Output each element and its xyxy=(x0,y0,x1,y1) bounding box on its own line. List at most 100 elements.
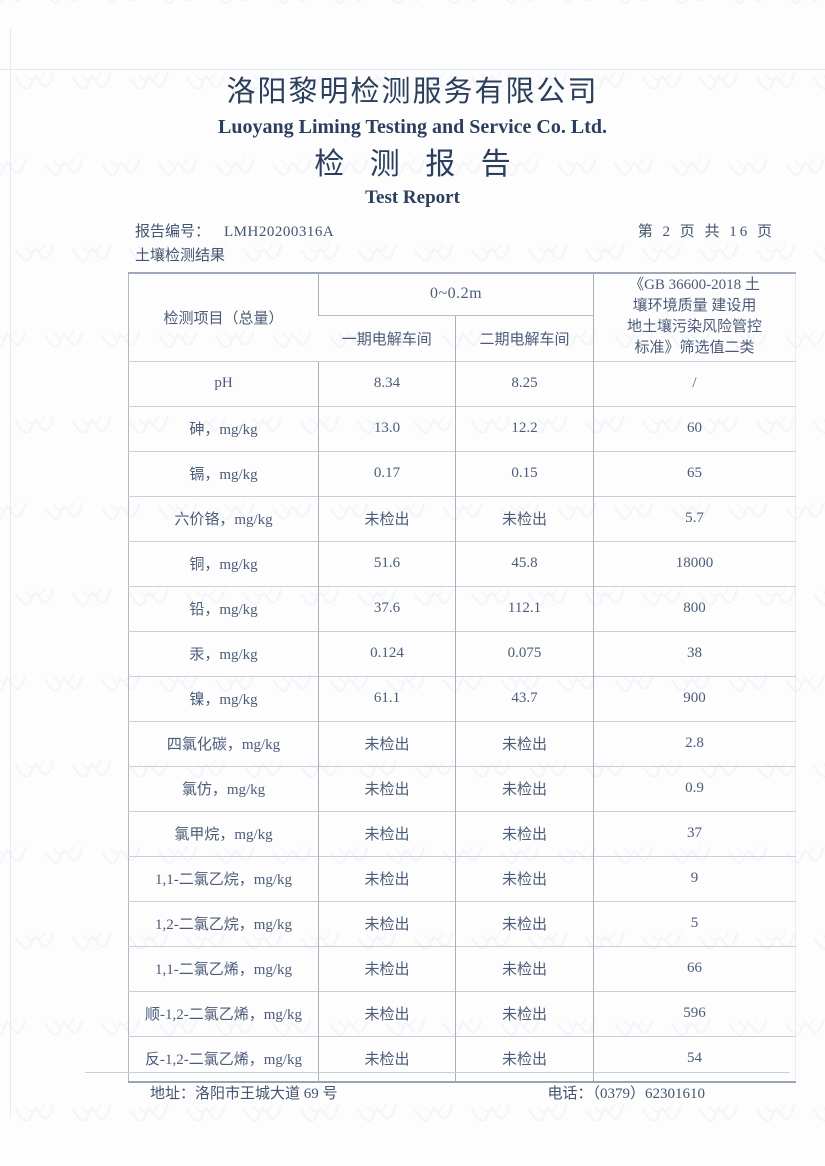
report-number-value: LMH20200316A xyxy=(224,223,335,240)
watermark-logo-icon xyxy=(41,1013,88,1048)
result-workshop-1: 未检出 xyxy=(318,900,456,947)
screening-limit: 65 xyxy=(593,450,796,497)
watermark-logo-icon xyxy=(696,1099,743,1134)
watermark-logo-icon xyxy=(41,325,88,360)
table-row: 1,1-二氯乙烯，mg/kg 未检出 未检出 66 xyxy=(128,945,796,992)
screening-limit: 37 xyxy=(593,810,796,857)
screening-limit: / xyxy=(593,360,796,407)
report-title-en: Test Report xyxy=(365,186,460,208)
table-row: 氯仿，mg/kg 未检出 未检出 0.9 xyxy=(128,765,796,812)
watermark-logo-icon xyxy=(468,1099,515,1134)
watermark-logo-icon xyxy=(582,1099,629,1134)
scan-edge-artifact-horizontal xyxy=(0,69,825,70)
watermark-logo-icon xyxy=(12,755,59,790)
screening-limit: 38 xyxy=(593,630,796,677)
watermark-logo-icon xyxy=(0,497,32,532)
table-row: 铅，mg/kg 37.6 112.1 800 xyxy=(128,585,796,632)
analyte-name: 氯甲烷，mg/kg xyxy=(128,810,319,857)
report-number-label: 报告编号： xyxy=(135,223,211,240)
watermark-logo-icon xyxy=(240,1099,287,1134)
watermark-logo-icon xyxy=(0,669,32,704)
screening-limit: 5.7 xyxy=(593,495,796,542)
analyte-name: 镉，mg/kg xyxy=(128,450,319,497)
watermark-logo-icon xyxy=(12,1099,59,1134)
analyte-name: pH xyxy=(128,360,319,407)
analyte-name: 1,1-二氯乙烯，mg/kg xyxy=(128,945,319,992)
result-workshop-1: 未检出 xyxy=(318,1035,456,1082)
watermark-logo-icon xyxy=(639,1099,686,1134)
table-row: 1,2-二氯乙烷，mg/kg 未检出 未检出 5 xyxy=(128,900,796,947)
result-workshop-2: 12.2 xyxy=(454,405,594,452)
result-workshop-1: 0.124 xyxy=(318,630,456,677)
watermark-logo-icon xyxy=(183,1099,230,1134)
watermark-logo-icon xyxy=(810,1099,825,1134)
result-workshop-1: 未检出 xyxy=(318,720,456,767)
watermark-logo-icon xyxy=(69,755,116,790)
table-header-row-2: 一期电解车间 二期电解车间 xyxy=(129,314,796,362)
watermark-logo-icon xyxy=(12,583,59,618)
report-header: 洛阳黎明检测服务有限公司 Luoyang Liming Testing and … xyxy=(0,0,825,209)
result-workshop-1: 13.0 xyxy=(318,405,456,452)
result-workshop-1: 37.6 xyxy=(318,585,456,632)
scan-edge-artifact-vertical xyxy=(10,28,11,1118)
column-header-workshop-1: 一期电解车间 xyxy=(318,314,456,362)
watermark-logo-icon xyxy=(753,1099,800,1134)
analyte-name: 1,2-二氯乙烷，mg/kg xyxy=(128,900,319,947)
watermark-logo-icon xyxy=(126,1099,173,1134)
page-indicator: 第 2 页 共 16 页 xyxy=(637,223,775,240)
analyte-name: 四氯化碳，mg/kg xyxy=(128,720,319,767)
watermark-logo-icon xyxy=(354,1099,401,1134)
result-workshop-2: 45.8 xyxy=(454,540,594,587)
analyte-name: 镍，mg/kg xyxy=(128,675,319,722)
result-workshop-1: 未检出 xyxy=(318,765,456,812)
watermark-logo-icon xyxy=(69,927,116,962)
result-workshop-2: 未检出 xyxy=(454,810,594,857)
screening-limit: 0.9 xyxy=(593,765,796,812)
column-header-item: 检测项目（总量） xyxy=(163,310,284,327)
analyte-name: 砷，mg/kg xyxy=(128,405,319,452)
result-workshop-1: 未检出 xyxy=(318,990,456,1037)
table-row: 镍，mg/kg 61.1 43.7 900 xyxy=(128,675,796,722)
page-footer: 地址：洛阳市王城大道 69 号 电话：（0379）62301610 xyxy=(85,1072,790,1103)
analyte-name: 氯仿，mg/kg xyxy=(128,765,319,812)
watermark-logo-icon xyxy=(0,325,32,360)
report-title-cn: 检 测 报 告 xyxy=(314,148,520,182)
report-meta-row: 报告编号： LMH20200316A 第 2 页 共 16 页 xyxy=(135,220,775,241)
result-workshop-2: 未检出 xyxy=(454,765,594,812)
result-workshop-2: 未检出 xyxy=(454,945,594,992)
table-row: 反-1,2-二氯乙烯，mg/kg 未检出 未检出 54 xyxy=(128,1035,796,1082)
result-workshop-1: 未检出 xyxy=(318,495,456,542)
watermark-logo-icon xyxy=(41,669,88,704)
result-workshop-1: 0.17 xyxy=(318,450,456,497)
result-workshop-2: 43.7 xyxy=(454,675,594,722)
watermark-logo-icon xyxy=(69,239,116,274)
result-workshop-2: 未检出 xyxy=(454,900,594,947)
result-workshop-2: 0.075 xyxy=(454,630,594,677)
screening-limit: 2.8 xyxy=(593,720,796,767)
analyte-name: 汞，mg/kg xyxy=(128,630,319,677)
table-row: 铜，mg/kg 51.6 45.8 18000 xyxy=(128,540,796,587)
watermark-logo-icon xyxy=(41,841,88,876)
table-row: 砷，mg/kg 13.0 12.2 60 xyxy=(128,405,796,452)
screening-limit: 9 xyxy=(593,855,796,902)
table-row: 四氯化碳，mg/kg 未检出 未检出 2.8 xyxy=(128,720,796,767)
report-number-line: 报告编号： LMH20200316A xyxy=(135,220,334,241)
watermark-logo-icon xyxy=(810,927,825,962)
analyte-name: 反-1,2-二氯乙烯，mg/kg xyxy=(128,1035,319,1082)
watermark-logo-icon xyxy=(0,1013,32,1048)
soil-results-table: 检测项目（总量） 0~0.2m 《GB 36600-2018 土 壤环境质量 建… xyxy=(128,271,797,1083)
table-row: 汞，mg/kg 0.124 0.075 38 xyxy=(128,630,796,677)
watermark-logo-icon xyxy=(810,755,825,790)
analyte-name: 1,1-二氯乙烷，mg/kg xyxy=(128,855,319,902)
footer-address: 地址：洛阳市王城大道 69 号 xyxy=(150,1086,338,1102)
company-name-en: Luoyang Liming Testing and Service Co. L… xyxy=(218,116,607,139)
watermark-logo-icon xyxy=(12,927,59,962)
column-header-standard: 《GB 36600-2018 土 壤环境质量 建设用 地土壤污染风险管控 标准》… xyxy=(593,272,796,362)
watermark-logo-icon xyxy=(525,1099,572,1134)
watermark-logo-icon xyxy=(297,1099,344,1134)
screening-limit: 900 xyxy=(593,675,796,722)
watermark-logo-icon xyxy=(41,497,88,532)
result-workshop-1: 未检出 xyxy=(318,945,456,992)
result-workshop-1: 未检出 xyxy=(318,810,456,857)
